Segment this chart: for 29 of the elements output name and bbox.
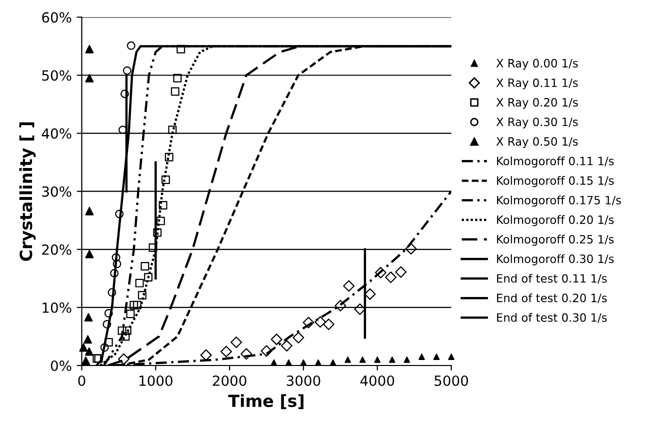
x-tick-label: 3000: [286, 375, 320, 386]
legend-label: X Ray 0.50 1/s: [496, 137, 578, 148]
legend-label: End of test 0.20 1/s: [497, 293, 607, 304]
legend-label: Kolmogoroff 0.11 1/s: [497, 156, 614, 168]
y-axis-title: Crystallinity [ ]: [19, 122, 36, 261]
legend-label: X Ray 0.00 1/s: [496, 58, 578, 70]
x-tick-label: 4000: [360, 375, 394, 386]
legend-label: X Ray 0.30 1/s: [496, 118, 578, 128]
y-tick-label: 60%: [42, 12, 72, 23]
y-tick-label: 0%: [50, 360, 72, 371]
x-tick-label: 0: [78, 375, 86, 386]
x-tick-label: 2000: [212, 375, 246, 386]
y-tick-label: 50%: [42, 70, 72, 81]
y-tick-label: 40%: [42, 128, 72, 139]
legend-label: Kolmogoroff 0.175 1/s: [497, 196, 621, 207]
y-tick-label: 30%: [42, 186, 72, 197]
x-tick-label: 1000: [140, 375, 172, 386]
y-tick-label: 20%: [42, 244, 72, 255]
legend-label: X Ray 0.20 1/s: [496, 98, 578, 109]
legend-label: End of test 0.30 1/s: [497, 313, 607, 323]
x-axis-title: Time [s]: [228, 394, 304, 410]
legend-label: Kolmogoroff 0.25 1/s: [497, 234, 614, 246]
legend-label: Kolmogoroff 0.30 1/s: [497, 254, 614, 266]
legend-label: End of test 0.11 1/s: [497, 274, 607, 284]
y-tick-label: 10%: [42, 302, 72, 313]
legend-label: Kolmogoroff 0.15 1/s: [497, 176, 614, 188]
x-tick-label: 5000: [434, 375, 468, 386]
legend-label: Kolmogoroff 0.20 1/s: [497, 215, 614, 226]
legend-label: X Ray 0.11 1/s: [496, 78, 578, 90]
